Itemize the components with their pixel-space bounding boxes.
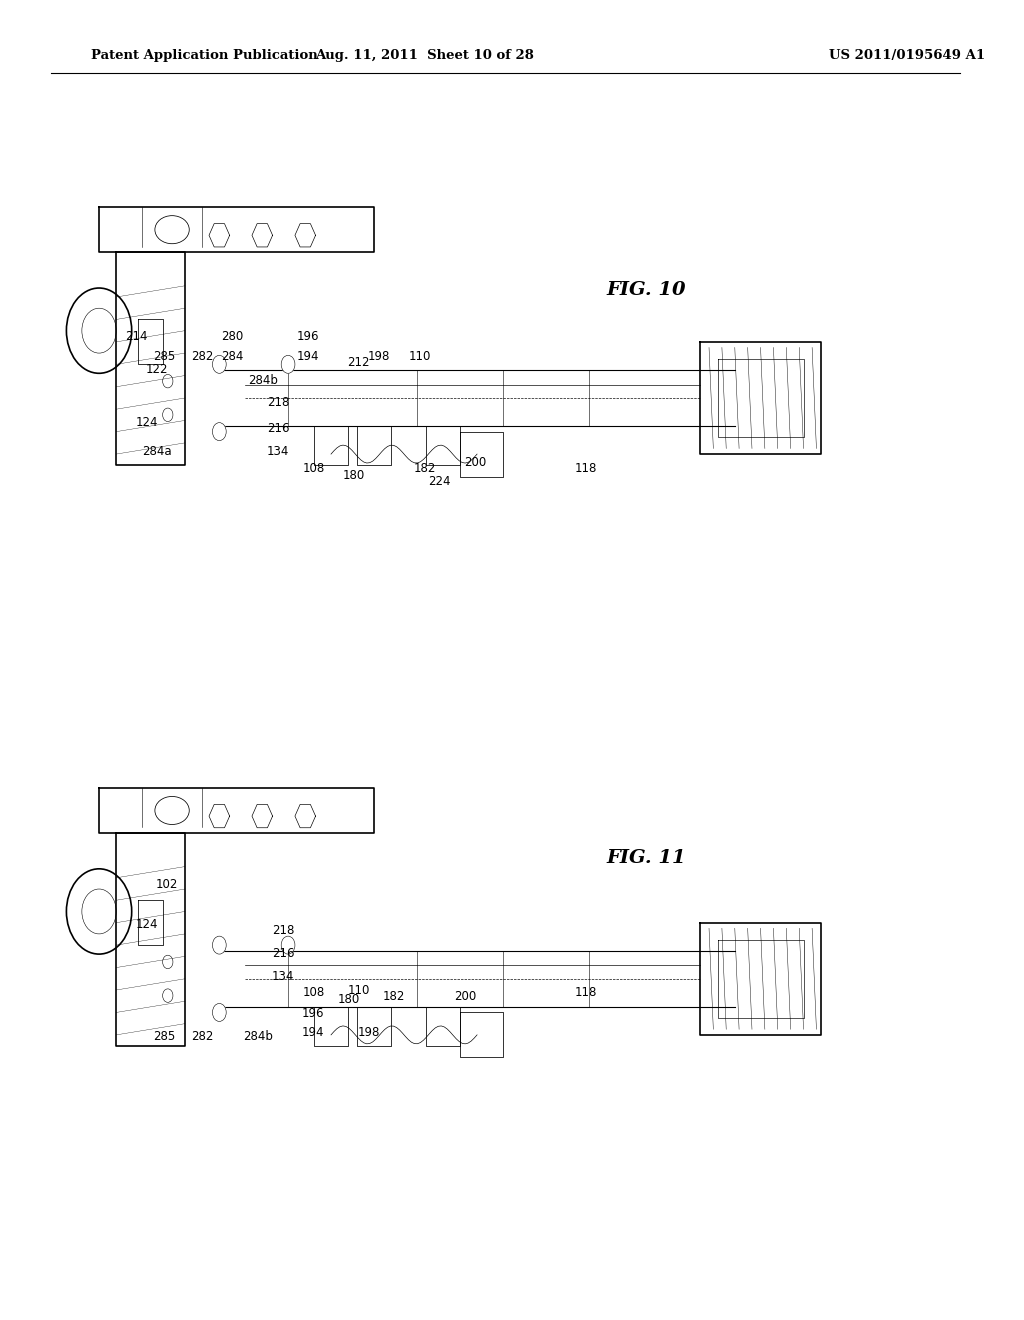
Text: 200: 200: [464, 455, 486, 469]
Text: 118: 118: [575, 462, 597, 475]
Circle shape: [212, 422, 226, 441]
Text: 284b: 284b: [243, 1030, 272, 1043]
Text: 182: 182: [383, 990, 406, 1003]
Text: 218: 218: [267, 396, 289, 409]
Text: 118: 118: [575, 986, 597, 999]
Circle shape: [212, 355, 226, 374]
Text: 218: 218: [271, 924, 294, 937]
Text: 180: 180: [338, 993, 359, 1006]
Text: 124: 124: [135, 416, 158, 429]
Text: 200: 200: [454, 990, 476, 1003]
Text: 108: 108: [302, 986, 325, 999]
Text: 196: 196: [297, 330, 319, 343]
Text: Patent Application Publication: Patent Application Publication: [91, 49, 317, 62]
Text: 198: 198: [357, 1026, 380, 1039]
Text: 282: 282: [190, 350, 213, 363]
Text: 180: 180: [343, 469, 365, 482]
Text: 285: 285: [154, 350, 176, 363]
Text: 134: 134: [271, 970, 294, 983]
Text: Aug. 11, 2011  Sheet 10 of 28: Aug. 11, 2011 Sheet 10 of 28: [315, 49, 534, 62]
Text: 124: 124: [135, 917, 158, 931]
Text: US 2011/0195649 A1: US 2011/0195649 A1: [828, 49, 985, 62]
Text: 196: 196: [302, 1007, 325, 1020]
Text: 110: 110: [409, 350, 431, 363]
Text: 285: 285: [154, 1030, 176, 1043]
Text: 282: 282: [190, 1030, 213, 1043]
Text: 108: 108: [302, 462, 325, 475]
Text: 214: 214: [125, 330, 147, 343]
Text: FIG. 11: FIG. 11: [606, 849, 686, 867]
Text: 216: 216: [271, 946, 294, 960]
Text: 122: 122: [145, 363, 168, 376]
Text: 194: 194: [302, 1026, 325, 1039]
Text: 212: 212: [347, 356, 370, 370]
Text: FIG. 10: FIG. 10: [606, 281, 686, 300]
Text: 284a: 284a: [142, 445, 171, 458]
Text: 284b: 284b: [248, 374, 278, 387]
Text: 102: 102: [156, 878, 178, 891]
Text: 182: 182: [414, 462, 435, 475]
Circle shape: [282, 936, 295, 954]
Circle shape: [212, 1003, 226, 1022]
Text: 194: 194: [297, 350, 319, 363]
Circle shape: [282, 355, 295, 374]
Text: 224: 224: [428, 475, 451, 488]
Text: 134: 134: [267, 445, 289, 458]
Text: 110: 110: [347, 983, 370, 997]
Text: 284: 284: [221, 350, 244, 363]
Circle shape: [212, 936, 226, 954]
Text: 216: 216: [266, 422, 289, 436]
Text: 198: 198: [368, 350, 390, 363]
Text: 280: 280: [221, 330, 244, 343]
